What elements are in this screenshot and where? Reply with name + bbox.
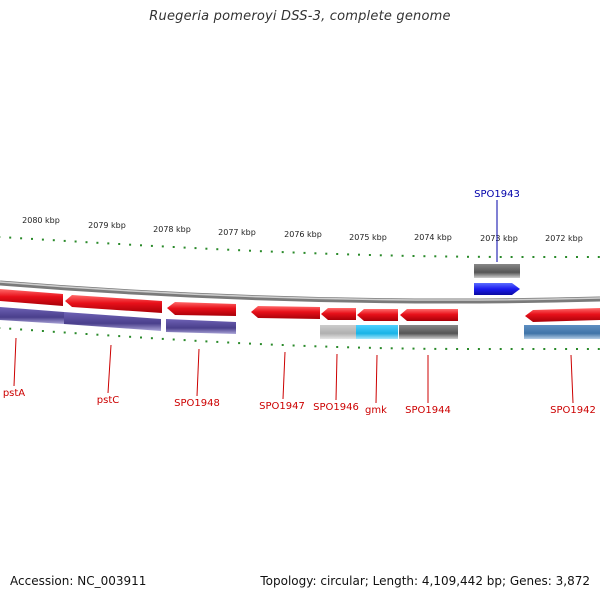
- gene-arrow-SPO1946[interactable]: [321, 308, 356, 320]
- gene-label-pstA[interactable]: pstA: [3, 388, 25, 399]
- gene-label-SPO1943[interactable]: SPO1943: [474, 189, 520, 200]
- gene-label-SPO1947[interactable]: SPO1947: [259, 401, 305, 412]
- gene-arrow-SPO1944[interactable]: [400, 309, 458, 321]
- gene-arrow-pstC[interactable]: [65, 295, 162, 313]
- gene-arrow-SPO1948[interactable]: [167, 302, 236, 316]
- genome-backbone: [0, 280, 600, 304]
- feature-block-pstC[interactable]: [64, 312, 161, 331]
- feature-block-pstA[interactable]: [0, 307, 64, 324]
- gene-arrow-pstA[interactable]: [0, 289, 63, 306]
- scale-label: 2077 kbp: [218, 228, 256, 237]
- accession-text: Accession: NC_003911: [10, 574, 147, 588]
- gene-leader-lines: [13, 200, 574, 404]
- gene-label-gmk[interactable]: gmk: [365, 405, 387, 416]
- map-title: Ruegeria pomeroyi DSS-3, complete genome: [149, 9, 451, 24]
- feature-block-SPO1948[interactable]: [166, 319, 236, 334]
- scale-ticks-inner: [0, 327, 600, 350]
- scale-label: 2078 kbp: [153, 225, 191, 234]
- feature-track: [0, 264, 600, 339]
- scale-label: 2074 kbp: [414, 233, 452, 242]
- gene-track: [0, 283, 600, 322]
- feature-block-SPO1942[interactable]: [524, 325, 600, 339]
- gene-labels: pstA pstC SPO1948 SPO1947 SPO1946 gmk SP…: [3, 189, 596, 416]
- feature-block-SPO1946[interactable]: [320, 325, 356, 339]
- gene-arrow-SPO1942[interactable]: [525, 308, 600, 322]
- gene-label-SPO1944[interactable]: SPO1944: [405, 405, 451, 416]
- leader-line-gmk: [375, 354, 378, 404]
- genome-backbone-highlight: [0, 281, 600, 301]
- scale-label: 2079 kbp: [88, 221, 126, 230]
- gene-label-pstC[interactable]: pstC: [97, 395, 119, 406]
- leader-line-SPO1947: [282, 351, 286, 400]
- feature-block-SPO1943[interactable]: [474, 264, 520, 278]
- feature-block-SPO1944[interactable]: [399, 325, 458, 339]
- genome-summary-text: Topology: circular; Length: 4,109,442 bp…: [260, 574, 590, 588]
- leader-line-SPO1948: [196, 348, 200, 397]
- feature-block-gmk[interactable]: [356, 325, 398, 339]
- scale-ticks-outer: [0, 236, 600, 258]
- leader-line-SPO1942: [570, 354, 574, 404]
- gene-label-SPO1942[interactable]: SPO1942: [550, 405, 596, 416]
- scale-labels: 2080 kbp 2079 kbp 2078 kbp 2077 kbp 2076…: [22, 216, 583, 243]
- scale-label: 2076 kbp: [284, 230, 322, 239]
- leader-line-pstA: [13, 337, 17, 387]
- scale-label: 2075 kbp: [349, 233, 387, 242]
- leader-line-SPO1946: [335, 353, 338, 401]
- scale-label: 2080 kbp: [22, 216, 60, 225]
- gene-label-SPO1948[interactable]: SPO1948: [174, 398, 220, 409]
- gene-arrow-SPO1943[interactable]: [474, 283, 520, 295]
- scale-label: 2072 kbp: [545, 234, 583, 243]
- gene-arrow-SPO1947[interactable]: [251, 306, 320, 319]
- scale-label: 2073 kbp: [480, 234, 518, 243]
- gene-label-SPO1946[interactable]: SPO1946: [313, 402, 359, 413]
- leader-line-pstC: [107, 344, 112, 394]
- gene-arrow-gmk[interactable]: [357, 309, 398, 321]
